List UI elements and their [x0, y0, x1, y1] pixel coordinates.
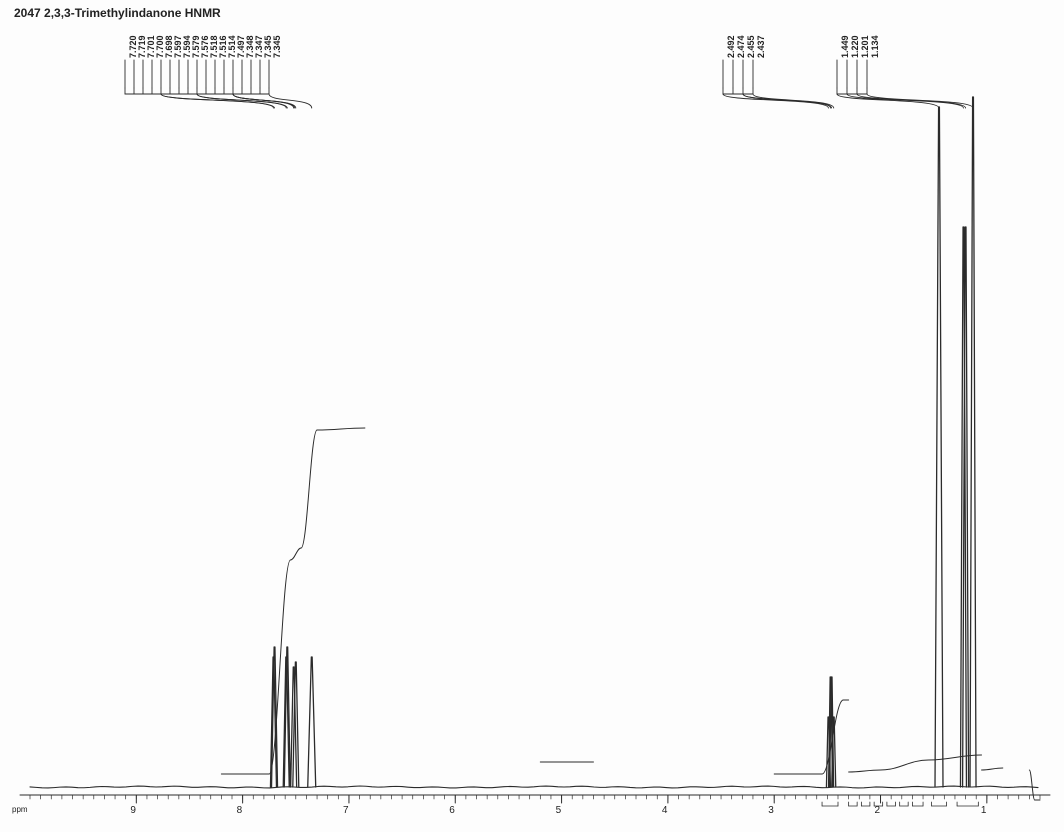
peak-label: 2.437	[756, 35, 766, 58]
peak-label: 2.474	[736, 35, 746, 58]
nmr-spectrum: { "title": "2047 2,3,3-Trimethylindanone…	[0, 0, 1064, 832]
peak-label: 1.449	[840, 35, 850, 58]
peak-label: 1.201	[860, 35, 870, 58]
axis-tick-label: 8	[237, 805, 243, 816]
axis-tick-label: 7	[343, 805, 349, 816]
axis-tick-label: 6	[449, 805, 455, 816]
spectrum-plot	[0, 0, 1064, 832]
peak-label: 1.134	[870, 35, 880, 58]
axis-unit-label: ppm	[12, 805, 28, 814]
axis-tick-label: 2	[875, 805, 881, 816]
axis-tick-label: 9	[130, 805, 136, 816]
peak-label: 1.220	[850, 35, 860, 58]
axis-tick-label: 4	[662, 805, 668, 816]
peak-label: 7.345	[272, 35, 282, 58]
axis-tick-label: 5	[556, 805, 562, 816]
axis-tick-label: 3	[768, 805, 774, 816]
peak-label: 2.492	[726, 35, 736, 58]
peak-label: 2.455	[746, 35, 756, 58]
axis-tick-label: 1	[981, 805, 987, 816]
